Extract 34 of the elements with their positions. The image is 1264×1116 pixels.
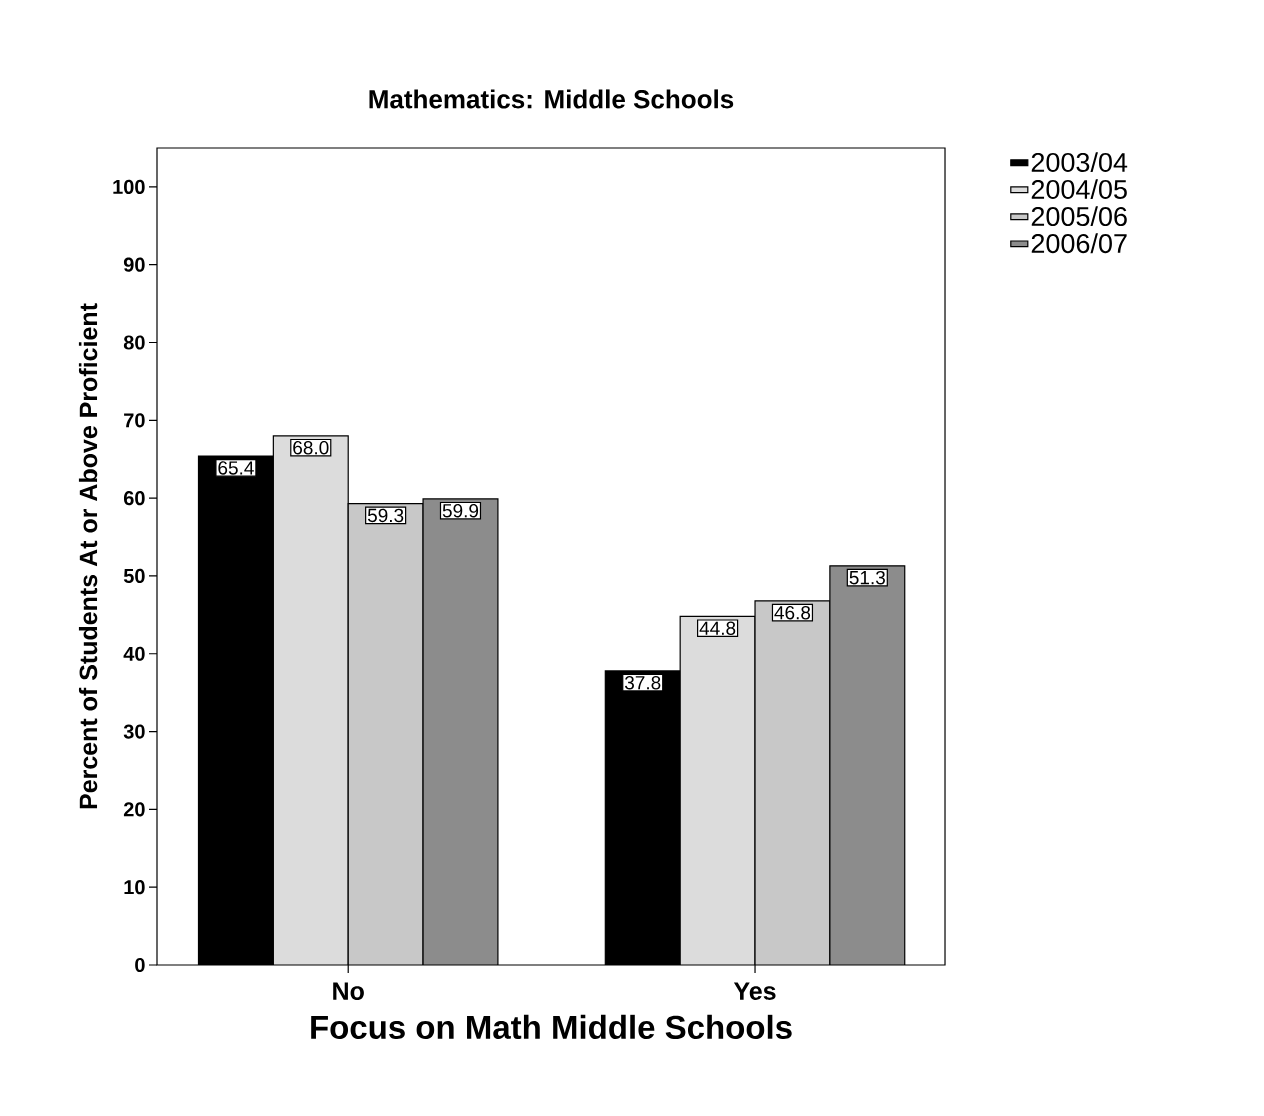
legend-label: 2006/07 xyxy=(1031,233,1127,254)
data-label: 59.3 xyxy=(367,508,404,523)
y-tick-label: 80 xyxy=(123,335,145,350)
data-label: 65.4 xyxy=(218,461,254,475)
bar xyxy=(422,498,499,965)
y-tick-label: 90 xyxy=(123,257,145,272)
bar xyxy=(754,600,831,965)
legend-label: 2004/05 xyxy=(1031,179,1127,200)
y-tick-label: 10 xyxy=(124,880,145,895)
x-tick-label: Yes xyxy=(733,982,776,1000)
y-tick-label: 60 xyxy=(123,491,145,506)
data-label: 37.8 xyxy=(624,675,661,690)
x-tick-label: No xyxy=(333,982,364,1000)
y-tick-label: 20 xyxy=(123,802,145,817)
y-tick-label: 40 xyxy=(123,646,145,661)
data-label: 51.3 xyxy=(849,570,885,585)
data-label: 68.0 xyxy=(293,440,329,455)
data-label: 44.8 xyxy=(699,621,736,635)
x-axis-title: Focus on Math Middle Schools xyxy=(311,1014,792,1040)
y-tick-label: 50 xyxy=(123,568,145,584)
y-tick-label: 100 xyxy=(113,179,145,194)
bar xyxy=(347,502,424,965)
legend-label: 2005/06 xyxy=(1031,206,1127,227)
data-label: 59.9 xyxy=(442,504,479,518)
y-tick-label: 70 xyxy=(124,413,145,428)
bar xyxy=(829,565,906,965)
y-tick-label: 30 xyxy=(123,724,145,739)
data-label: 46.8 xyxy=(774,605,811,620)
legend-label: 2003/04 xyxy=(1031,152,1128,173)
y-tick-label: 0 xyxy=(135,957,145,973)
y-axis-title: Percent of Students At or Above Proficient xyxy=(78,303,98,809)
bar xyxy=(679,615,756,965)
bar xyxy=(272,435,349,965)
chart-title: Mathematics: Middle Schools xyxy=(369,89,734,109)
